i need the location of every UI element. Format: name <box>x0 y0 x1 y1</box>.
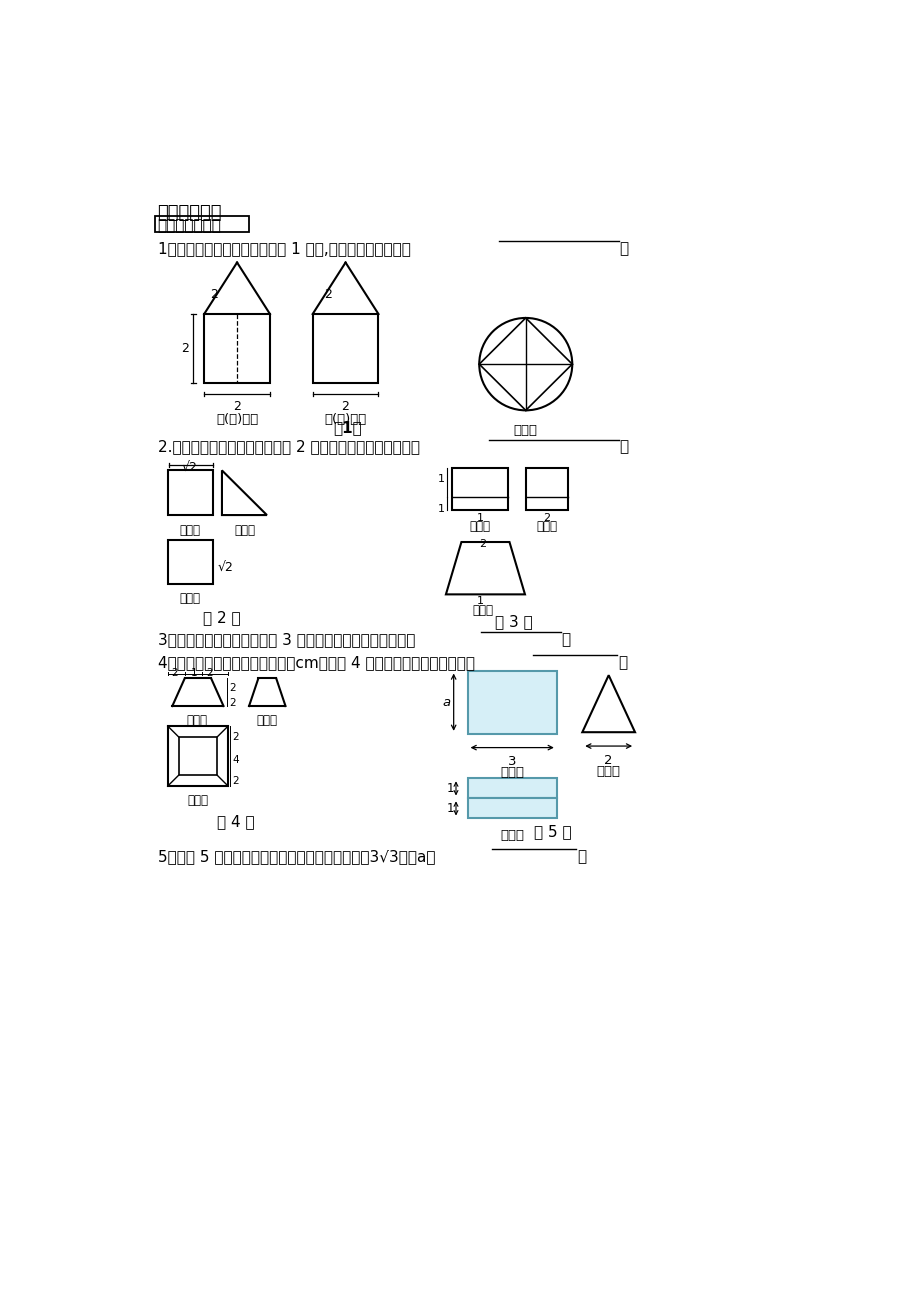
Text: 考点一：三视图: 考点一：三视图 <box>157 217 221 233</box>
Text: 2: 2 <box>229 698 235 708</box>
Bar <box>167 470 212 516</box>
Text: 4．若某几何体的三视图（单位：cm）如图 4 所示，则此几何体的体积是: 4．若某几何体的三视图（单位：cm）如图 4 所示，则此几何体的体积是 <box>157 655 474 671</box>
Bar <box>312 314 378 383</box>
Text: 2: 2 <box>324 288 332 301</box>
Text: 侧视图: 侧视图 <box>536 521 557 534</box>
Text: 第 2 题: 第 2 题 <box>203 611 241 625</box>
Text: 正视图: 正视图 <box>469 521 490 534</box>
Text: 正(主)视图: 正(主)视图 <box>216 413 258 426</box>
Text: 俯视图: 俯视图 <box>179 592 200 605</box>
Text: 1: 1 <box>476 513 483 522</box>
Text: 2: 2 <box>543 513 550 522</box>
Bar <box>467 798 556 819</box>
Text: 2: 2 <box>341 400 349 413</box>
Bar <box>204 314 269 383</box>
Text: 1．一空间几何体的三视图如图 1 所示,则该几何体的体积为: 1．一空间几何体的三视图如图 1 所示,则该几何体的体积为 <box>157 241 410 256</box>
Text: 俯视图: 俯视图 <box>187 794 209 807</box>
Text: ．: ． <box>561 631 570 647</box>
Bar <box>451 469 507 509</box>
Bar <box>467 671 556 734</box>
Text: 4: 4 <box>232 755 238 766</box>
Text: a: a <box>442 695 450 708</box>
Bar <box>467 779 556 798</box>
Text: 1: 1 <box>437 474 444 484</box>
Text: 2: 2 <box>206 668 213 678</box>
Bar <box>167 727 228 786</box>
Text: 第 4 题: 第 4 题 <box>217 814 255 829</box>
Text: 第 3 题: 第 3 题 <box>494 615 532 629</box>
Text: 2: 2 <box>210 288 218 301</box>
Text: 正视图: 正视图 <box>500 766 524 779</box>
Text: √2: √2 <box>181 461 197 474</box>
Text: 侧视图: 侧视图 <box>256 713 278 727</box>
Text: ．: ． <box>618 655 627 671</box>
Text: 第1题: 第1题 <box>333 421 361 435</box>
Text: 主视图: 主视图 <box>179 525 200 538</box>
Text: 1: 1 <box>447 783 454 796</box>
Text: 3．一个几何体的三视图如图 3 所示，则这个几何体的体积为: 3．一个几何体的三视图如图 3 所示，则这个几何体的体积为 <box>157 631 414 647</box>
Text: 第 5 题: 第 5 题 <box>534 824 571 840</box>
Bar <box>154 216 249 232</box>
Bar <box>167 540 212 585</box>
Bar <box>178 737 217 775</box>
Text: 1: 1 <box>477 596 483 605</box>
Text: 侧(左)视图: 侧(左)视图 <box>324 413 367 426</box>
Text: 左视图: 左视图 <box>596 764 620 777</box>
Text: 2: 2 <box>233 400 241 413</box>
Text: 左视图: 左视图 <box>233 525 255 538</box>
Text: 3: 3 <box>507 755 516 768</box>
Text: 正视图: 正视图 <box>187 713 208 727</box>
Text: 2.若某空间几何体的三视图如图 2 所示，则该几何体的体积是: 2.若某空间几何体的三视图如图 2 所示，则该几何体的体积是 <box>157 440 419 454</box>
Text: 2: 2 <box>181 342 189 355</box>
Text: ．: ． <box>618 440 628 454</box>
Text: 1: 1 <box>437 504 444 513</box>
Text: 2: 2 <box>232 732 238 742</box>
Text: 二、典型例题: 二、典型例题 <box>157 204 221 221</box>
Text: 俯视图: 俯视图 <box>472 604 494 617</box>
Text: 2: 2 <box>604 754 612 767</box>
Text: 2: 2 <box>229 684 235 693</box>
Text: 俯视图: 俯视图 <box>513 424 538 437</box>
Text: 2: 2 <box>171 668 178 678</box>
Text: 2: 2 <box>232 776 238 786</box>
Text: 1: 1 <box>191 668 198 678</box>
Text: 1: 1 <box>447 802 454 815</box>
Text: 2: 2 <box>479 539 486 549</box>
Text: 5．如图 5 是一个几何体的三视图，若它的体积是3√3，则a＝: 5．如图 5 是一个几何体的三视图，若它的体积是3√3，则a＝ <box>157 849 435 865</box>
Text: ．: ． <box>618 241 628 256</box>
Bar <box>525 469 568 509</box>
Text: ．: ． <box>576 849 585 865</box>
Text: √2: √2 <box>218 560 233 573</box>
Text: 俯视图: 俯视图 <box>500 829 524 842</box>
